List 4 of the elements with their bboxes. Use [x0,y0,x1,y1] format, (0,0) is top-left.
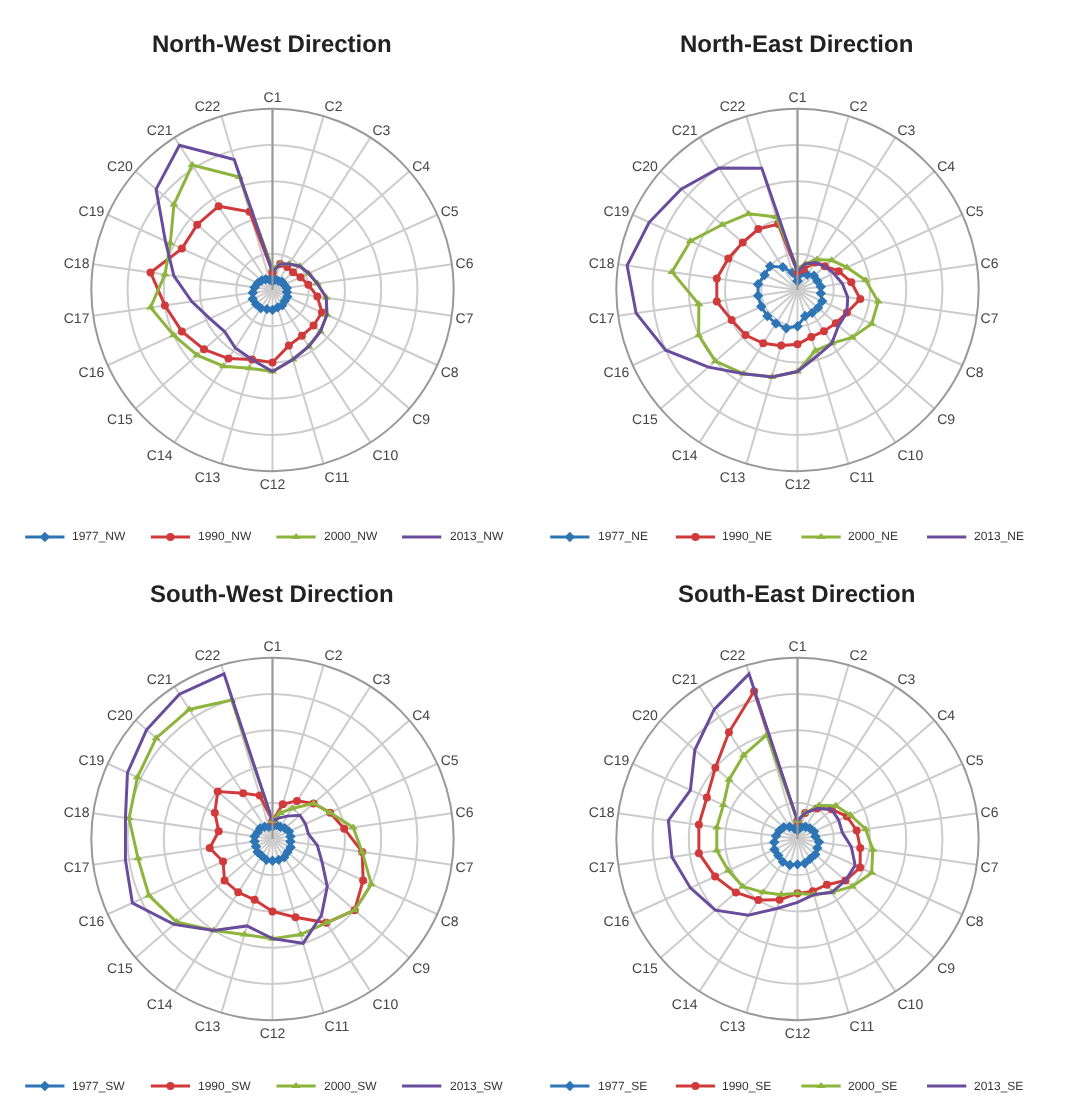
chart-title: South-West Direction [150,580,394,608]
chart-title: South-East Direction [678,580,916,608]
chart-title: North-West Direction [152,30,392,58]
chart-title: North-East Direction [680,30,914,58]
